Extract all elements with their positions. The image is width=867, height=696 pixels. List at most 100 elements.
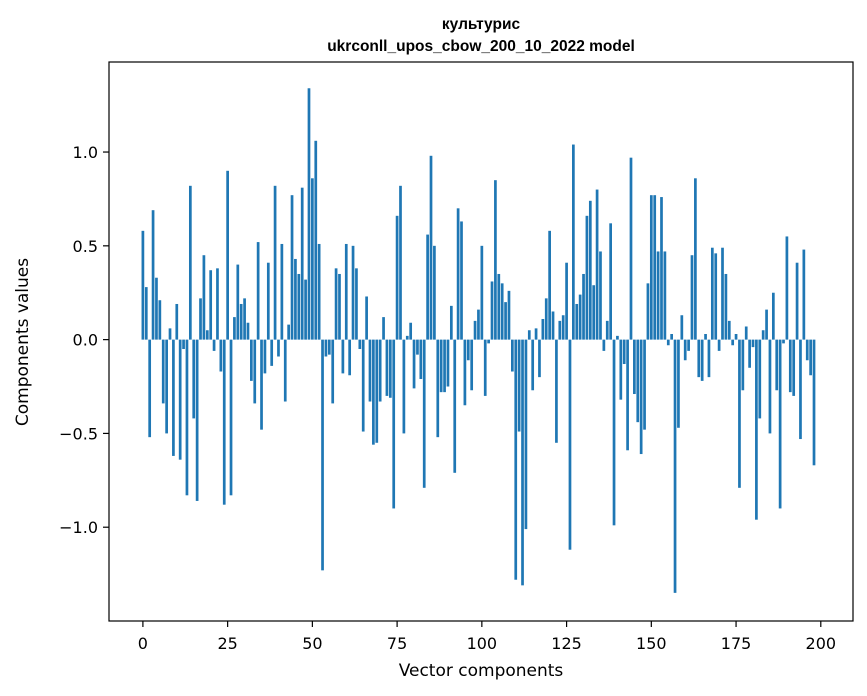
bar bbox=[480, 245, 484, 340]
bar bbox=[327, 339, 331, 355]
bar bbox=[388, 339, 392, 398]
bar bbox=[517, 339, 521, 432]
bar bbox=[409, 322, 413, 340]
bar bbox=[704, 334, 707, 340]
bar bbox=[331, 339, 335, 404]
bar bbox=[429, 155, 433, 340]
bar bbox=[616, 335, 619, 340]
bar bbox=[317, 243, 321, 340]
bar bbox=[605, 320, 609, 340]
bar bbox=[653, 195, 657, 340]
bar bbox=[588, 200, 592, 340]
bar bbox=[734, 334, 738, 340]
bar bbox=[172, 339, 175, 456]
y-tick-label: 0.5 bbox=[73, 237, 98, 256]
x-tick-label: 25 bbox=[217, 634, 237, 653]
bar bbox=[205, 330, 209, 340]
x-tick-label: 0 bbox=[138, 634, 148, 653]
bar bbox=[609, 223, 612, 340]
bar bbox=[802, 249, 806, 340]
bar bbox=[287, 324, 290, 340]
bar bbox=[775, 339, 779, 391]
bar bbox=[507, 290, 511, 340]
bar bbox=[622, 339, 626, 365]
bar bbox=[260, 339, 263, 430]
bar bbox=[433, 245, 436, 340]
x-tick-label: 150 bbox=[636, 634, 667, 653]
bar bbox=[575, 303, 579, 340]
bar bbox=[477, 309, 480, 340]
bar bbox=[453, 339, 457, 473]
bar bbox=[236, 264, 240, 340]
bar bbox=[511, 339, 514, 372]
bar bbox=[344, 243, 348, 340]
bar bbox=[643, 339, 646, 430]
bar bbox=[572, 144, 575, 340]
bar bbox=[141, 230, 145, 340]
bar bbox=[646, 283, 650, 340]
bar bbox=[687, 339, 690, 351]
bar bbox=[751, 339, 755, 348]
bar bbox=[500, 283, 504, 340]
chart-title-line1: культурис bbox=[442, 16, 521, 33]
bar bbox=[561, 315, 565, 340]
bar bbox=[426, 234, 429, 340]
bar bbox=[463, 339, 467, 406]
bar bbox=[694, 178, 697, 340]
bar bbox=[748, 339, 751, 368]
bar bbox=[710, 247, 714, 340]
bar bbox=[439, 339, 443, 393]
x-tick-label: 75 bbox=[387, 634, 407, 653]
bar bbox=[219, 339, 223, 372]
y-tick-label: −0.5 bbox=[59, 424, 98, 443]
bar bbox=[412, 339, 416, 389]
bar bbox=[250, 339, 253, 381]
y-axis: −1.0 −0.5 0.0 0.5 1.0 bbox=[59, 143, 109, 537]
bar bbox=[199, 298, 202, 340]
bar bbox=[378, 339, 382, 402]
y-tick-label: 0.0 bbox=[73, 331, 98, 350]
bar bbox=[809, 339, 812, 376]
bar bbox=[555, 339, 558, 443]
bar bbox=[473, 320, 477, 340]
bar bbox=[321, 339, 324, 571]
bar bbox=[738, 339, 741, 488]
bar bbox=[399, 185, 402, 340]
bar bbox=[595, 189, 599, 340]
bar bbox=[209, 270, 213, 340]
bar bbox=[565, 262, 568, 340]
bar bbox=[307, 88, 311, 340]
bar bbox=[470, 339, 474, 391]
bar bbox=[639, 339, 643, 455]
bar bbox=[670, 334, 674, 340]
bar bbox=[297, 273, 301, 340]
bar bbox=[761, 330, 765, 340]
bar bbox=[304, 279, 307, 340]
bar bbox=[683, 339, 687, 361]
bar bbox=[195, 339, 199, 501]
bar bbox=[148, 339, 152, 438]
bar bbox=[812, 339, 816, 466]
bar bbox=[771, 292, 775, 340]
bar bbox=[656, 251, 660, 340]
x-tick-label: 100 bbox=[467, 634, 498, 653]
bar bbox=[531, 339, 535, 391]
bar bbox=[416, 339, 419, 355]
bar bbox=[422, 339, 426, 488]
bar bbox=[714, 253, 718, 340]
bar bbox=[188, 185, 192, 340]
bar bbox=[395, 215, 399, 340]
bar bbox=[212, 339, 216, 351]
bar bbox=[338, 273, 341, 340]
bar bbox=[497, 273, 501, 340]
bar bbox=[527, 330, 531, 340]
bar bbox=[582, 273, 585, 340]
bar bbox=[266, 262, 270, 340]
bar bbox=[456, 208, 460, 340]
bar bbox=[216, 268, 219, 340]
bar bbox=[358, 339, 362, 349]
y-tick-label: −1.0 bbox=[59, 518, 98, 537]
bar bbox=[436, 339, 440, 438]
bar bbox=[727, 320, 731, 340]
